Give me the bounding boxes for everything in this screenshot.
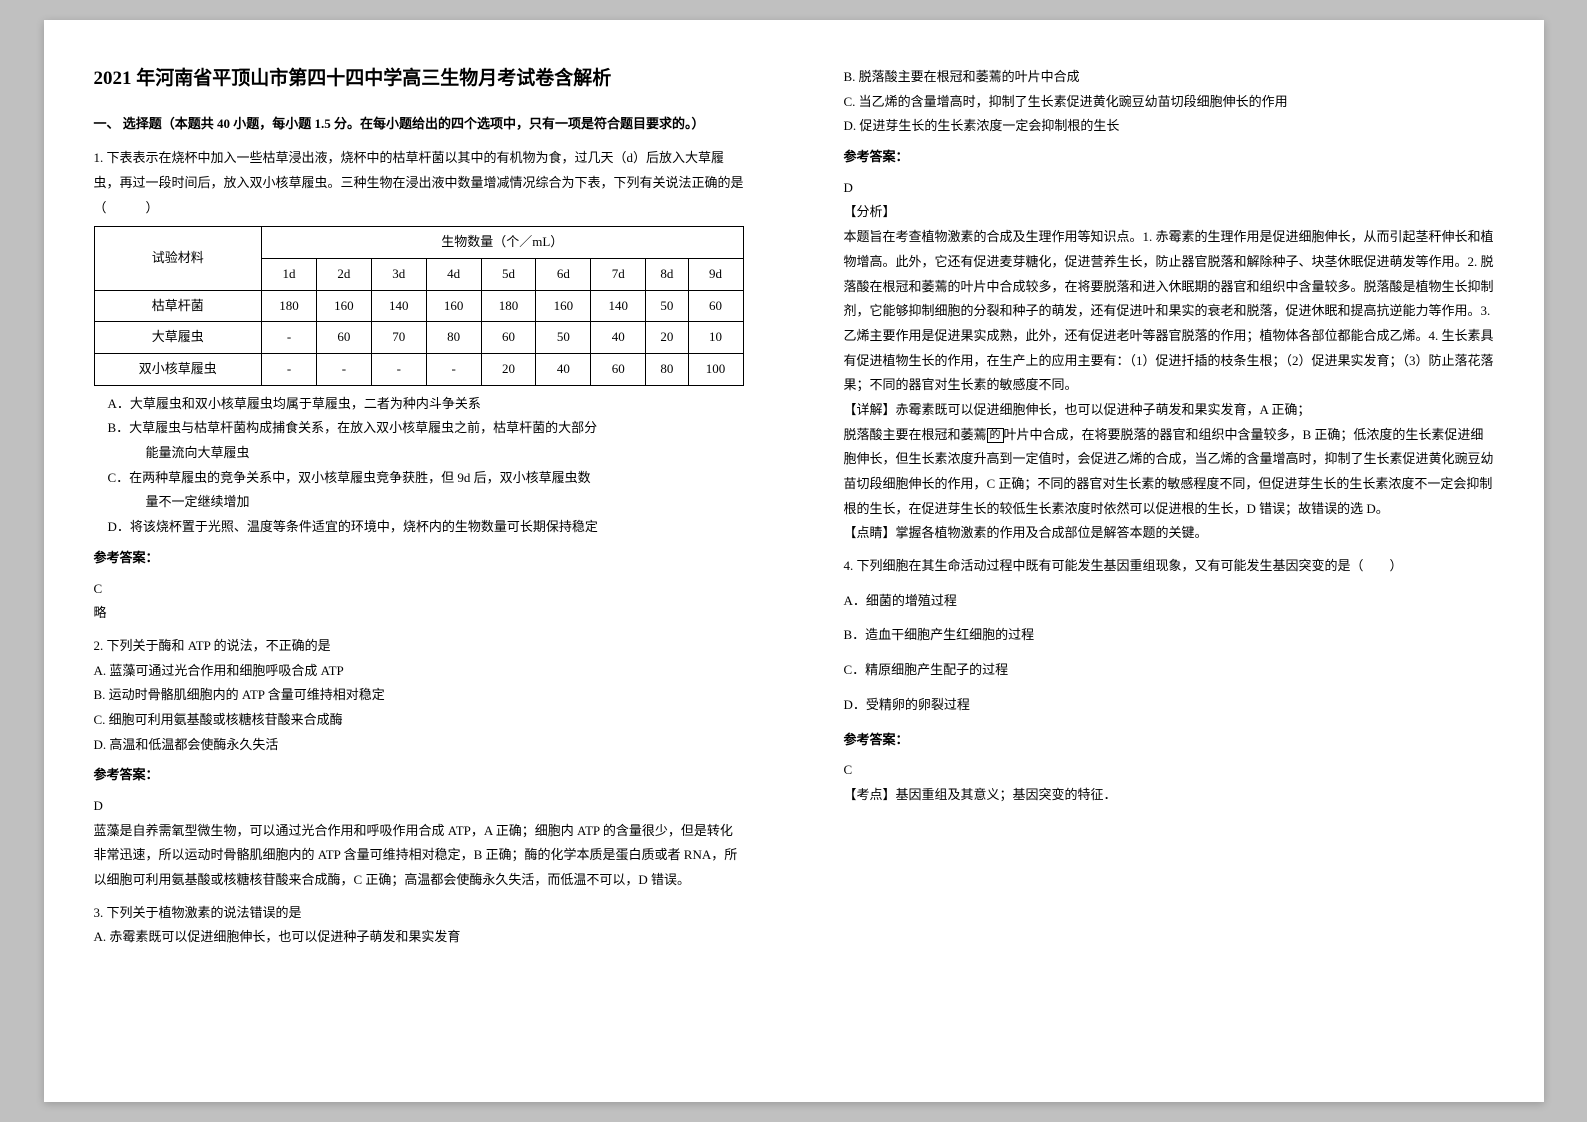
right-column: B. 脱落酸主要在根冠和萎蔫的叶片中合成 C. 当乙烯的含量增高时，抑制了生长素… xyxy=(794,20,1544,1102)
cell: 40 xyxy=(536,354,591,386)
day-cell: 4d xyxy=(426,258,481,290)
q3-tip: 【点睛】掌握各植物激素的作用及合成部位是解答本题的关键。 xyxy=(844,521,1494,546)
q2-opt-a: A. 蓝藻可通过光合作用和细胞呼吸合成 ATP xyxy=(94,659,744,684)
q1-opt-c2: 量不一定继续增加 xyxy=(146,490,744,515)
cell: - xyxy=(316,354,371,386)
cell: - xyxy=(426,354,481,386)
boxed-char: 的 xyxy=(987,428,1004,443)
q3-opt-d: D. 促进芽生长的生长素浓度一定会抑制根的生长 xyxy=(844,114,1494,139)
answer-label: 参考答案： xyxy=(844,728,1494,753)
row-name: 大草履虫 xyxy=(94,322,262,354)
cell: 160 xyxy=(316,290,371,322)
cell: 20 xyxy=(481,354,536,386)
day-cell: 3d xyxy=(371,258,426,290)
q4-opt-c: C．精原细胞产生配子的过程 xyxy=(844,658,1494,683)
q1-opt-a: A．大草履虫和双小核草履虫均属于草履虫，二者为种内斗争关系 xyxy=(108,392,744,417)
cell: - xyxy=(262,322,317,354)
day-cell: 9d xyxy=(688,258,743,290)
page: 2021 年河南省平顶山市第四十四中学高三生物月考试卷含解析 一、 选择题（本题… xyxy=(44,20,1544,1102)
day-cell: 1d xyxy=(262,258,317,290)
q3-detail2-line: 脱落酸主要在根冠和萎蔫的叶片中合成，在将要脱落的器官和组织中含量较多，B 正确；… xyxy=(844,423,1494,522)
cell: 180 xyxy=(481,290,536,322)
cell: 10 xyxy=(688,322,743,354)
q4-opt-b: B．造血干细胞产生红细胞的过程 xyxy=(844,623,1494,648)
cell: 160 xyxy=(426,290,481,322)
q3-opt-a: A. 赤霉素既可以促进细胞伸长，也可以促进种子萌发和果实发育 xyxy=(94,925,744,950)
cell: 20 xyxy=(646,322,688,354)
answer-label: 参考答案： xyxy=(94,763,744,788)
cell: 140 xyxy=(591,290,646,322)
row-name: 双小核草履虫 xyxy=(94,354,262,386)
q3-analysis-label: 【分析】 xyxy=(844,200,1494,225)
answer-label: 参考答案： xyxy=(94,546,744,571)
table-row: 大草履虫 - 60 70 80 60 50 40 20 10 xyxy=(94,322,743,354)
q2-opt-d: D. 高温和低温都会使酶永久失活 xyxy=(94,733,744,758)
answer-label: 参考答案： xyxy=(844,145,1494,170)
exam-title: 2021 年河南省平顶山市第四十四中学高三生物月考试卷含解析 xyxy=(94,65,744,94)
q3-stem: 3. 下列关于植物激素的说法错误的是 xyxy=(94,901,744,926)
q2-answer: D xyxy=(94,794,744,819)
cell: 80 xyxy=(426,322,481,354)
th-count: 生物数量（个／mL） xyxy=(262,227,743,259)
th-material: 试验材料 xyxy=(94,227,262,290)
cell: - xyxy=(371,354,426,386)
cell: - xyxy=(262,354,317,386)
q3-opt-b: B. 脱落酸主要在根冠和萎蔫的叶片中合成 xyxy=(844,65,1494,90)
q1-stem: 1. 下表表示在烧杯中加入一些枯草浸出液，烧杯中的枯草杆菌以其中的有机物为食，过… xyxy=(94,146,744,220)
q4-point: 【考点】基因重组及其意义；基因突变的特征． xyxy=(844,783,1494,808)
day-cell: 6d xyxy=(536,258,591,290)
cell: 70 xyxy=(371,322,426,354)
cell: 180 xyxy=(262,290,317,322)
q3-d2a: 脱落酸主要在根冠和萎蔫 xyxy=(844,427,987,442)
cell: 50 xyxy=(536,322,591,354)
cell: 60 xyxy=(316,322,371,354)
q2-opt-b: B. 运动时骨骼肌细胞内的 ATP 含量可维持相对稳定 xyxy=(94,683,744,708)
cell: 50 xyxy=(646,290,688,322)
day-cell: 2d xyxy=(316,258,371,290)
cell: 80 xyxy=(646,354,688,386)
table-row: 枯草杆菌 180 160 140 160 180 160 140 50 60 xyxy=(94,290,743,322)
day-cell: 5d xyxy=(481,258,536,290)
q1-opt-d: D．将该烧杯置于光照、温度等条件适宜的环境中，烧杯内的生物数量可长期保持稳定 xyxy=(108,515,744,540)
table-row: 双小核草履虫 - - - - 20 40 60 80 100 xyxy=(94,354,743,386)
q1-explain: 略 xyxy=(94,601,744,626)
left-column: 2021 年河南省平顶山市第四十四中学高三生物月考试卷含解析 一、 选择题（本题… xyxy=(44,20,794,1102)
q3-opt-c: C. 当乙烯的含量增高时，抑制了生长素促进黄化豌豆幼苗切段细胞伸长的作用 xyxy=(844,90,1494,115)
q3-answer: D xyxy=(844,176,1494,201)
cell: 60 xyxy=(481,322,536,354)
q1-opt-c: C．在两种草履虫的竞争关系中，双小核草履虫竞争获胜，但 9d 后，双小核草履虫数 xyxy=(108,466,744,491)
row-name: 枯草杆菌 xyxy=(94,290,262,322)
q3-analysis: 本题旨在考查植物激素的合成及生理作用等知识点。1. 赤霉素的生理作用是促进细胞伸… xyxy=(844,225,1494,398)
cell: 60 xyxy=(591,354,646,386)
q4-opt-d: D．受精卵的卵裂过程 xyxy=(844,693,1494,718)
q1-opt-b2: 能量流向大草履虫 xyxy=(146,441,744,466)
q4-opt-a: A．细菌的增殖过程 xyxy=(844,589,1494,614)
cell: 100 xyxy=(688,354,743,386)
q1-table: 试验材料 生物数量（个／mL） 1d 2d 3d 4d 5d 6d 7d 8d … xyxy=(94,226,744,385)
q1-answer: C xyxy=(94,577,744,602)
q2-stem: 2. 下列关于酶和 ATP 的说法，不正确的是 xyxy=(94,634,744,659)
q4-stem: 4. 下列细胞在其生命活动过程中既有可能发生基因重组现象，又有可能发生基因突变的… xyxy=(844,554,1494,579)
q2-explain: 蓝藻是自养需氧型微生物，可以通过光合作用和呼吸作用合成 ATP，A 正确；细胞内… xyxy=(94,819,744,893)
q3-detail-label: 【详解】赤霉素既可以促进细胞伸长，也可以促进种子萌发和果实发育，A 正确； xyxy=(844,398,1494,423)
day-cell: 8d xyxy=(646,258,688,290)
q1-opt-b: B．大草履虫与枯草杆菌构成捕食关系，在放入双小核草履虫之前，枯草杆菌的大部分 xyxy=(108,416,744,441)
q2-opt-c: C. 细胞可利用氨基酸或核糖核苷酸来合成酶 xyxy=(94,708,744,733)
cell: 160 xyxy=(536,290,591,322)
day-cell: 7d xyxy=(591,258,646,290)
cell: 140 xyxy=(371,290,426,322)
q4-answer: C xyxy=(844,758,1494,783)
section-heading: 一、 选择题（本题共 40 小题，每小题 1.5 分。在每小题给出的四个选项中，… xyxy=(94,112,744,137)
cell: 60 xyxy=(688,290,743,322)
cell: 40 xyxy=(591,322,646,354)
